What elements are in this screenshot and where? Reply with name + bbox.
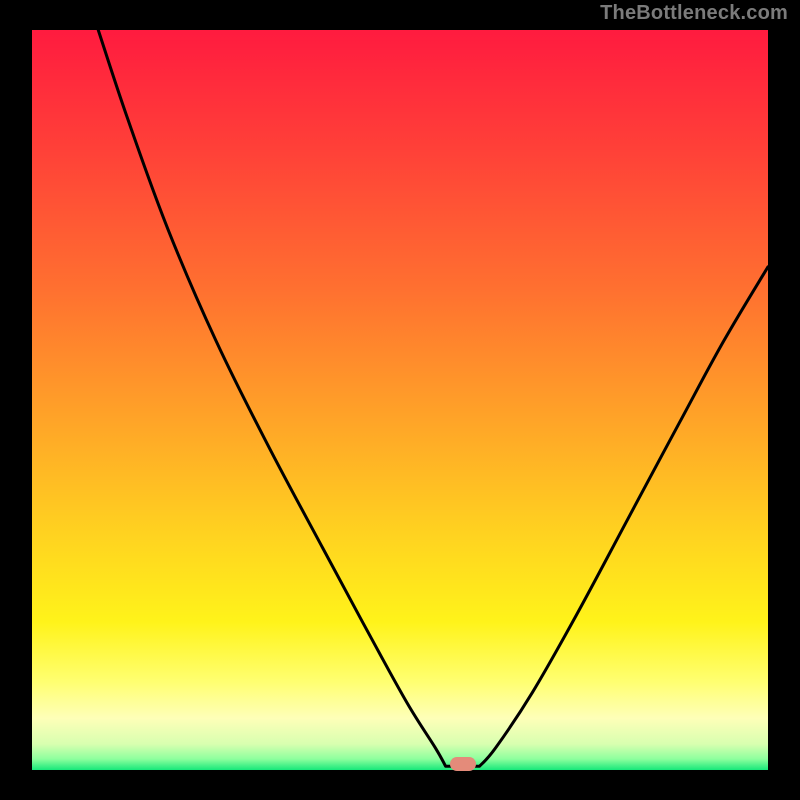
- optimal-point-marker: [450, 757, 476, 771]
- watermark-text: TheBottleneck.com: [600, 2, 788, 25]
- chart-frame: TheBottleneck.com: [0, 0, 800, 800]
- bottleneck-curve: [32, 30, 768, 770]
- curve-path: [98, 30, 768, 766]
- plot-area: [32, 30, 768, 770]
